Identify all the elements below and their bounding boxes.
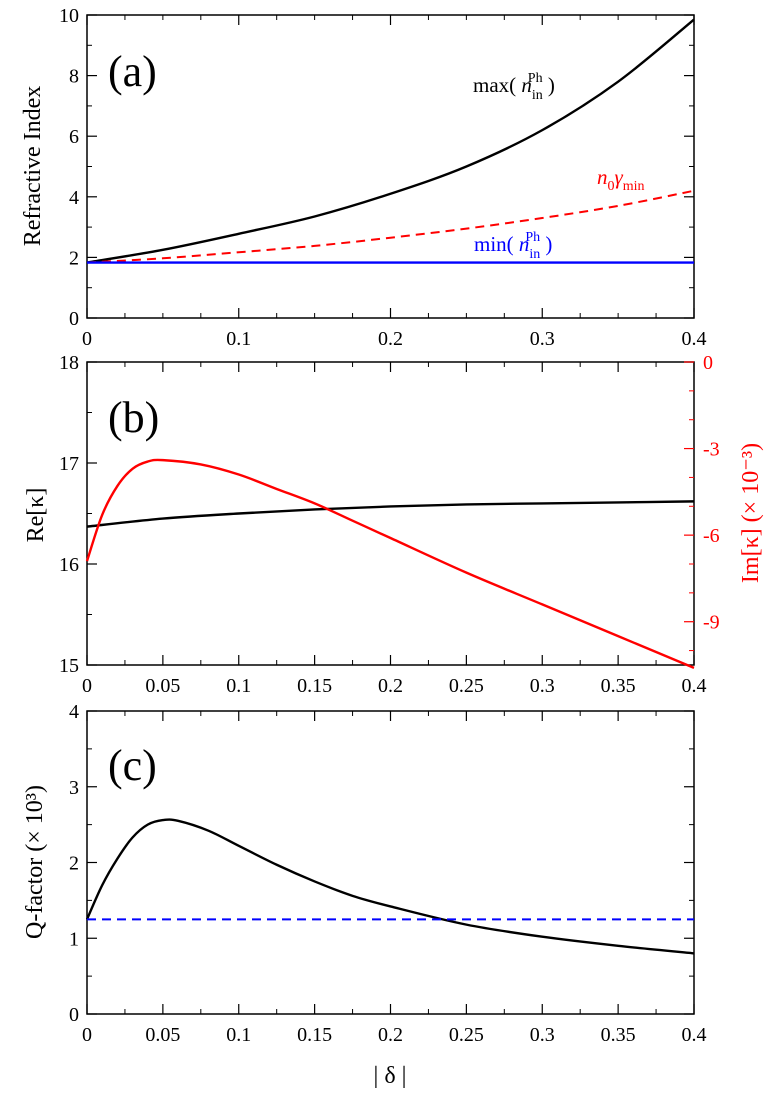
y-tick-label: 8	[69, 66, 79, 88]
panel-c-ylabel: Q-factor (× 10³)	[22, 785, 48, 939]
x-tick-label: 0	[82, 675, 92, 697]
x-tick-label: 0.15	[297, 675, 332, 697]
x-tick-label: 0.4	[682, 1024, 707, 1046]
panel-b-lines	[85, 458, 695, 669]
panel-b-ticks	[86, 361, 695, 666]
y-right-tick-label: -6	[703, 525, 720, 547]
series-line-b-0	[86, 500, 695, 528]
label-min-n-in: min( ninPh )	[474, 230, 552, 262]
x-tick-label: 0.35	[601, 675, 636, 697]
panel-c-letter: (c)	[108, 741, 157, 790]
y-tick-label: 2	[69, 853, 79, 875]
label-max-n-in: max( ninPh )	[473, 71, 555, 103]
panel-a: 0 0.1 0.2 0.3 0.4 0 2 4 6 8 10 (a) Refractive Inde…	[20, 5, 707, 350]
x-tick-label: 0.15	[297, 1024, 332, 1046]
x-tick-label: 0.1	[226, 328, 251, 350]
panel-c-lines	[85, 818, 695, 955]
panel-a-letter: (a)	[108, 47, 157, 96]
y-tick-label: 18	[59, 352, 79, 374]
x-tick-label: 0.35	[601, 1024, 636, 1046]
x-tick-label: 0.3	[530, 675, 555, 697]
label-n0-gamma-min: n0γmin	[597, 165, 645, 194]
y-tick-label: 15	[59, 655, 79, 677]
panel-b: 0 0.05 0.1 0.15 0.2 0.25 0.3 0.35 0.4 15 16 17 18 -9 -…	[23, 352, 764, 697]
y-tick-label: 1	[69, 928, 79, 950]
x-tick-label: 0.25	[449, 1024, 484, 1046]
panel-a-ylabel: Refractive Index	[20, 86, 46, 247]
y-tick-label: 4	[69, 701, 79, 723]
series-line-a-0	[86, 18, 695, 264]
x-tick-label: 0.3	[530, 1024, 555, 1046]
panel-c-plot-area	[86, 710, 695, 1015]
y-right-tick-label: -3	[703, 439, 720, 461]
series-line-c-0	[85, 818, 695, 955]
x-tick-label: 0.4	[682, 328, 707, 350]
x-tick-label: 0.4	[682, 675, 707, 697]
panel-b-ylabel-right: Im[κ] (× 10⁻³)	[738, 443, 764, 583]
x-tick-label: 0.05	[145, 1024, 180, 1046]
x-tick-label: 0.05	[145, 675, 180, 697]
x-tick-label: 0	[82, 328, 92, 350]
y-right-tick-label: -9	[703, 612, 720, 634]
panel-c-ticks	[86, 710, 695, 1015]
panel-a-tick-labels: 0 0.1 0.2 0.3 0.4 0 2 4 6 8 10	[59, 5, 707, 350]
panel-b-tick-labels: 0 0.05 0.1 0.15 0.2 0.25 0.3 0.35 0.4 15 16 17 18 -9 -…	[59, 352, 720, 697]
panel-c-xlabel: | δ |	[374, 1063, 407, 1089]
y-tick-label: 3	[69, 777, 79, 799]
x-tick-label: 0.3	[530, 328, 555, 350]
x-tick-label: 0.1	[226, 1024, 251, 1046]
x-tick-label: 0.25	[449, 675, 484, 697]
y-tick-label: 0	[69, 1004, 79, 1026]
y-tick-label: 10	[59, 5, 79, 27]
y-tick-label: 0	[69, 308, 79, 330]
panel-a-lines	[86, 18, 695, 264]
panel-a-ticks	[86, 14, 695, 319]
x-tick-label: 0.2	[378, 1024, 403, 1046]
panel-c-tick-labels: 0 0.05 0.1 0.15 0.2 0.25 0.3 0.35 0.4 0 1 2 3 4	[69, 701, 707, 1046]
panel-b-letter: (b)	[108, 393, 159, 442]
y-tick-label: 16	[59, 554, 79, 576]
series-line-a-1	[86, 189, 695, 264]
y-tick-label: 6	[69, 126, 79, 148]
x-tick-label: 0.2	[378, 328, 403, 350]
panel-c: 0 0.05 0.1 0.15 0.2 0.25 0.3 0.35 0.4 0 1 2 3 4 (c) Q…	[22, 701, 707, 1089]
y-tick-label: 17	[59, 453, 79, 475]
panel-b-plot-area	[86, 361, 695, 666]
x-tick-label: 0.2	[378, 675, 403, 697]
y-right-tick-label: 0	[703, 352, 713, 374]
y-tick-label: 2	[69, 247, 79, 269]
x-tick-label: 0	[82, 1024, 92, 1046]
y-tick-label: 4	[69, 187, 79, 209]
panel-b-ylabel-left: Re[κ]	[23, 488, 49, 543]
series-line-b-1	[85, 458, 695, 669]
x-tick-label: 0.1	[226, 675, 251, 697]
